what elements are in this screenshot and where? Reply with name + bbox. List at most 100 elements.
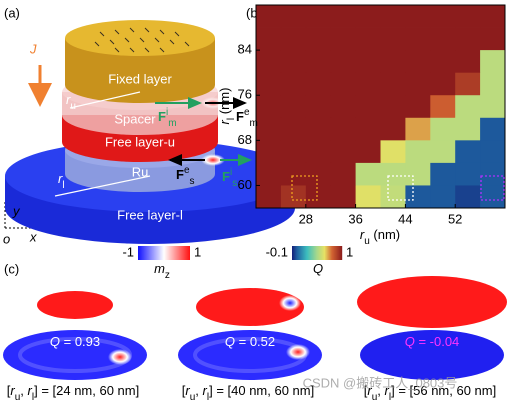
heat-cell xyxy=(355,27,381,51)
colorbar-step xyxy=(328,246,330,260)
q-value: Q = 0.93 xyxy=(50,334,100,349)
text-part: ] = [40 nm, 60 nm] xyxy=(209,383,314,398)
heat-cell xyxy=(330,72,356,96)
heat-cell xyxy=(430,140,456,164)
heat-cell xyxy=(330,5,356,28)
text-part: l xyxy=(226,118,237,120)
heat-cell xyxy=(405,162,431,186)
case-box xyxy=(387,175,414,201)
x-tick-label: 44 xyxy=(398,211,412,226)
colorbar-step xyxy=(295,246,297,260)
plot-frame xyxy=(255,4,506,209)
q-colorbar: -0.1 1 xyxy=(266,244,353,260)
panel-label: (c) xyxy=(4,261,19,276)
axis-label: y xyxy=(12,203,21,218)
heat-cell xyxy=(256,95,282,119)
colorbar-step xyxy=(341,246,343,260)
heat-cell xyxy=(430,27,456,51)
heat-cell xyxy=(280,95,307,119)
heat-cell xyxy=(430,50,456,74)
y-tick-label: 68 xyxy=(238,132,252,147)
colorbar-step xyxy=(305,246,307,260)
device-sketch xyxy=(4,20,295,244)
case-caption: [ru, rl] = [56 nm, 60 nm] xyxy=(364,383,496,403)
heat-cell xyxy=(480,72,506,96)
heat-cell xyxy=(355,162,381,186)
heat-cell xyxy=(256,5,282,28)
text-part: r xyxy=(385,383,390,398)
text-part: [ xyxy=(7,383,11,398)
text-part: , xyxy=(377,383,384,398)
heat-cell xyxy=(305,140,332,164)
heat-cell xyxy=(405,117,431,141)
heat-cell xyxy=(455,162,481,186)
force-label: Fis xyxy=(222,167,237,189)
colorbar-step xyxy=(333,246,335,260)
colorbar-step xyxy=(301,246,303,260)
text-part: i xyxy=(230,167,232,178)
heat-cell xyxy=(330,95,356,119)
heat-cell xyxy=(405,5,431,28)
colorbar-step xyxy=(293,246,295,260)
text-part: F xyxy=(158,109,166,124)
heat-cell xyxy=(380,5,406,28)
colorbar-step xyxy=(339,246,341,260)
heat-cell xyxy=(380,185,406,209)
text-part: = -0.04 xyxy=(415,334,459,349)
text-part: F xyxy=(236,109,244,124)
panel-label: (a) xyxy=(4,5,20,20)
heat-cell xyxy=(256,50,282,74)
text-part: Q xyxy=(405,334,415,349)
text-part: l xyxy=(207,392,209,403)
heat-cell xyxy=(480,50,506,74)
text-part: ] = [56 nm, 60 nm] xyxy=(391,383,496,398)
x-axis-label: ru (nm) xyxy=(360,227,400,247)
text-part: = 0.93 xyxy=(60,334,100,349)
q-value: Q = 0.52 xyxy=(225,334,275,349)
text-part: u xyxy=(372,392,378,403)
heat-cell xyxy=(405,185,431,209)
colorbar-step xyxy=(306,246,308,260)
text-part: Q xyxy=(313,261,323,276)
heat-cell xyxy=(455,27,481,51)
heat-cell xyxy=(430,117,456,141)
heat-cell xyxy=(256,72,282,96)
colorbar-step xyxy=(300,246,302,260)
text-part: ] = [24 nm, 60 nm] xyxy=(34,383,139,398)
text-part: F xyxy=(176,167,184,182)
case-caption: [ru, rl] = [24 nm, 60 nm] xyxy=(7,383,139,403)
heat-cell xyxy=(455,50,481,74)
heat-cell xyxy=(480,162,506,186)
heat-cell xyxy=(405,50,431,74)
colorbar-title: mz xyxy=(154,261,170,281)
heat-cell xyxy=(430,162,456,186)
heat-cell xyxy=(405,140,431,164)
heat-cell xyxy=(455,140,481,164)
colorbar-title: Q xyxy=(313,261,323,276)
watermark: CSDN @搬砖工人_0803号 xyxy=(303,375,458,390)
y-tick-label: 60 xyxy=(238,177,252,192)
heat-cell xyxy=(355,185,381,209)
heat-cell xyxy=(305,95,332,119)
text-part: r xyxy=(203,383,208,398)
heat-cell xyxy=(330,50,356,74)
colorbar-step xyxy=(337,246,339,260)
text-part: m xyxy=(250,118,258,129)
colorbar-step xyxy=(312,246,314,260)
axis-label: x xyxy=(29,229,37,244)
text-part: [ xyxy=(364,383,368,398)
colorbar-step xyxy=(327,246,329,260)
colorbar-label: -1 xyxy=(122,244,134,259)
colorbar-step xyxy=(299,246,301,260)
heat-cell xyxy=(455,95,481,119)
colorbar-step xyxy=(296,246,298,260)
heat-cell xyxy=(305,72,332,96)
text-part: u xyxy=(190,392,196,403)
heat-cell xyxy=(480,95,506,119)
case-caption: [ru, rl] = [40 nm, 60 nm] xyxy=(182,383,314,403)
heat-cell xyxy=(380,95,406,119)
text-part: u xyxy=(15,392,21,403)
heat-cell xyxy=(480,5,506,28)
